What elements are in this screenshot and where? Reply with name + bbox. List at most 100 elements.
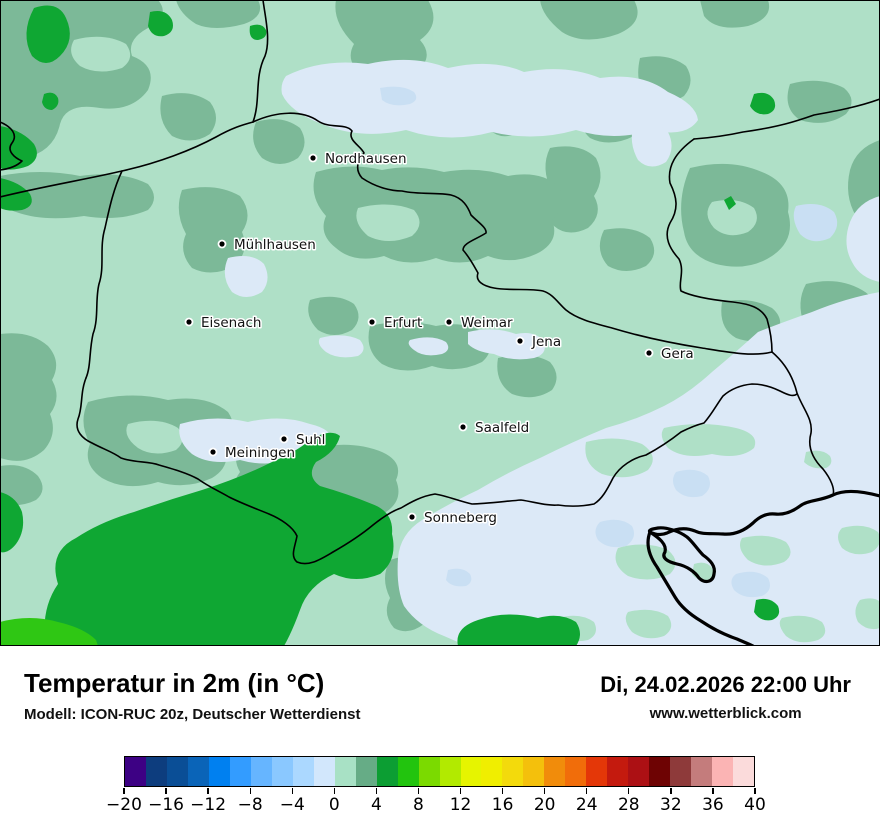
- tick-label: 12: [449, 795, 472, 815]
- city-marker-mhlhausen: Mühlhausen: [217, 235, 317, 254]
- city-label: Weimar: [461, 315, 513, 331]
- colorbar-segment-4: [376, 757, 398, 786]
- temperature-map: Nordhausen Mühlhausen Eisenach Erfurt Weimar…: [0, 0, 880, 646]
- city-dot: [444, 317, 454, 327]
- city-marker-meiningen: Meiningen: [208, 443, 297, 462]
- website-url: www.wetterblick.com: [649, 705, 802, 722]
- colorbar-segment-38: [733, 757, 755, 786]
- tick-mark: [207, 788, 209, 794]
- city-dot: [644, 348, 654, 358]
- tick-label: 28: [617, 795, 640, 815]
- tick-label: −20: [106, 795, 142, 815]
- colorbar-segment-22: [565, 757, 587, 786]
- city-label: Sonneberg: [424, 510, 497, 526]
- city-dot: [458, 422, 468, 432]
- tick-mark: [165, 788, 167, 794]
- model-info: Modell: ICON-RUC 20z, Deutscher Wetterdi…: [24, 706, 361, 723]
- tick-label: −4: [279, 795, 305, 815]
- colorbar-segment-12: [460, 757, 482, 786]
- city-marker-eisenach: Eisenach: [184, 313, 263, 332]
- tick-mark: [123, 788, 125, 794]
- colorbar-segment--14: [187, 757, 209, 786]
- page-title: Temperatur in 2m (in °C): [24, 668, 325, 698]
- map-green-blobs: [0, 5, 780, 646]
- colorbar-segment-24: [586, 757, 608, 786]
- colorbar-segment--4: [292, 757, 314, 786]
- colorbar-segment-20: [544, 757, 566, 786]
- city-marker-saalfeld: Saalfeld: [458, 418, 531, 437]
- tick-mark: [501, 788, 504, 794]
- city-dot: [308, 153, 318, 163]
- tick-label: −8: [237, 795, 263, 815]
- colorbar-segment-16: [502, 757, 524, 786]
- tick-mark: [628, 788, 630, 794]
- city-dot: [367, 317, 377, 327]
- colorbar-segment-10: [439, 757, 461, 786]
- city-label: Gera: [661, 346, 694, 362]
- tick-mark: [712, 788, 714, 794]
- colorbar-segment-30: [649, 757, 671, 786]
- city-dot: [279, 434, 289, 444]
- tick-mark: [586, 788, 588, 794]
- tick-label: 32: [660, 795, 682, 815]
- city-label: Eisenach: [201, 315, 261, 331]
- tick-label: 4: [370, 795, 382, 815]
- tick-label: 16: [491, 795, 514, 815]
- map-mint-patches: [71, 36, 757, 454]
- tick-mark: [291, 788, 293, 794]
- colorbar-ticks: −20 −16 −12 −8 −4 0 4 8 12 16 20 24 28 32 36 40: [106, 787, 766, 827]
- city-dot: [217, 239, 227, 249]
- colorbar-segment--18: [145, 757, 167, 786]
- city-marker-weimar: Weimar: [444, 313, 515, 332]
- colorbar-segment--20: [125, 757, 146, 786]
- city-marker-gera: Gera: [644, 344, 695, 363]
- city-label: Saalfeld: [475, 420, 529, 436]
- colorbar-segment--8: [250, 757, 272, 786]
- tick-label: 24: [575, 795, 598, 815]
- city-marker-nordhausen: Nordhausen: [308, 149, 408, 168]
- city-dot: [208, 447, 218, 457]
- city-dot: [184, 317, 194, 327]
- colorbar-segment--12: [208, 757, 230, 786]
- tick-mark: [459, 788, 462, 794]
- tick-mark: [754, 788, 756, 794]
- colorbar-segment-18: [523, 757, 545, 786]
- city-marker-sonneberg: Sonneberg: [407, 508, 499, 527]
- tick-label: 0: [328, 795, 340, 815]
- city-marker-jena: Jena: [515, 332, 563, 351]
- tick-mark: [249, 788, 251, 794]
- tick-mark: [417, 788, 420, 794]
- colorbar-segment-2: [355, 757, 377, 786]
- city-label: Nordhausen: [325, 151, 407, 167]
- tick-label: 8: [413, 795, 424, 815]
- city-marker-suhl: Suhl: [279, 430, 327, 449]
- tick-label: 36: [702, 795, 724, 815]
- city-layer: Nordhausen Mühlhausen Eisenach Erfurt Weimar…: [184, 149, 695, 527]
- city-dot: [515, 336, 525, 346]
- tick-mark: [670, 788, 672, 794]
- colorbar-segment-36: [712, 757, 734, 786]
- colorbar-segment-32: [670, 757, 692, 786]
- colorbar-segment--16: [166, 757, 188, 786]
- colorbar-segment-34: [691, 757, 713, 786]
- tick-mark: [333, 788, 336, 794]
- colorbar-segment-26: [607, 757, 629, 786]
- tick-label: 40: [744, 795, 766, 815]
- footer-right: Di, 24.02.2026 22:00 Uhr www.wetterblick…: [600, 672, 851, 722]
- colorbar-segment-28: [628, 757, 650, 786]
- map-borders-thick: [646, 489, 880, 646]
- colorbar-segment-0: [334, 757, 356, 786]
- forecast-datetime: Di, 24.02.2026 22:00 Uhr: [600, 672, 851, 697]
- city-label: Meiningen: [225, 445, 295, 461]
- city-label: Jena: [531, 334, 561, 350]
- tick-label: −16: [148, 795, 185, 815]
- footer-left: Temperatur in 2m (in °C) Modell: ICON-RU…: [24, 668, 360, 723]
- city-label: Suhl: [296, 432, 325, 448]
- tick-mark: [375, 788, 378, 794]
- map-borders-thin: [0, 0, 880, 565]
- colorbar-segment-14: [481, 757, 503, 786]
- colorbar-segment-8: [418, 757, 440, 786]
- map-lightblue-accents: [380, 86, 838, 598]
- city-marker-erfurt: Erfurt: [367, 313, 424, 332]
